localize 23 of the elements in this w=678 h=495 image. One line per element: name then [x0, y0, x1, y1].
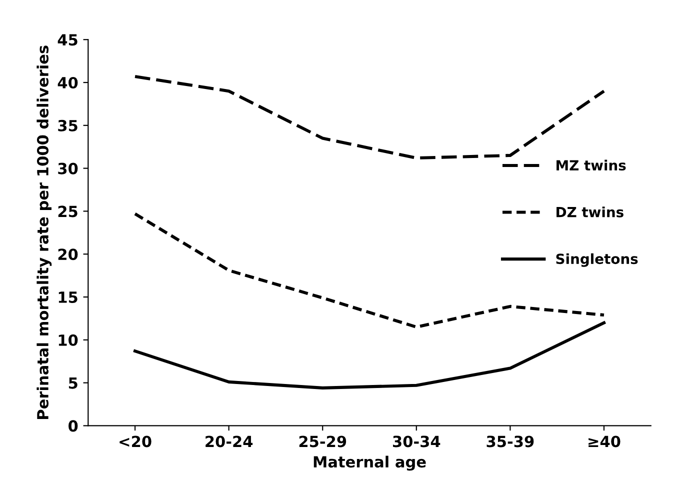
x-tick-label: 25-29 — [299, 436, 346, 448]
y-axis-title: Perinatal mortality rate per 1000 deliveries — [36, 46, 52, 419]
line-series — [134, 321, 606, 390]
line-series — [134, 74, 606, 160]
y-tick-label: 20 — [58, 248, 78, 260]
y-tick-label: 15 — [58, 292, 78, 304]
x-tick-label: 30-34 — [392, 436, 440, 448]
y-tick-label: 35 — [58, 120, 78, 132]
x-tick-label: ≥40 — [588, 436, 620, 448]
legend-label: Singletons — [556, 253, 638, 267]
legend-label: DZ twins — [556, 206, 624, 218]
x-tick-label: 35-39 — [486, 436, 534, 448]
y-tick-label: 40 — [58, 76, 78, 89]
y-tick-label: 25 — [58, 206, 78, 218]
x-tick-label: 20-24 — [206, 436, 253, 448]
legend-label: MZ twins — [556, 160, 626, 171]
y-tick-label: 5 — [68, 377, 78, 389]
x-axis-title: Maternal age — [314, 456, 426, 471]
y-tick-label: 10 — [58, 334, 78, 346]
y-tick-label: 0 — [68, 420, 78, 432]
x-tick-label: <20 — [120, 436, 152, 448]
y-tick-label: 45 — [58, 34, 78, 46]
y-tick-label: 30 — [58, 162, 78, 174]
